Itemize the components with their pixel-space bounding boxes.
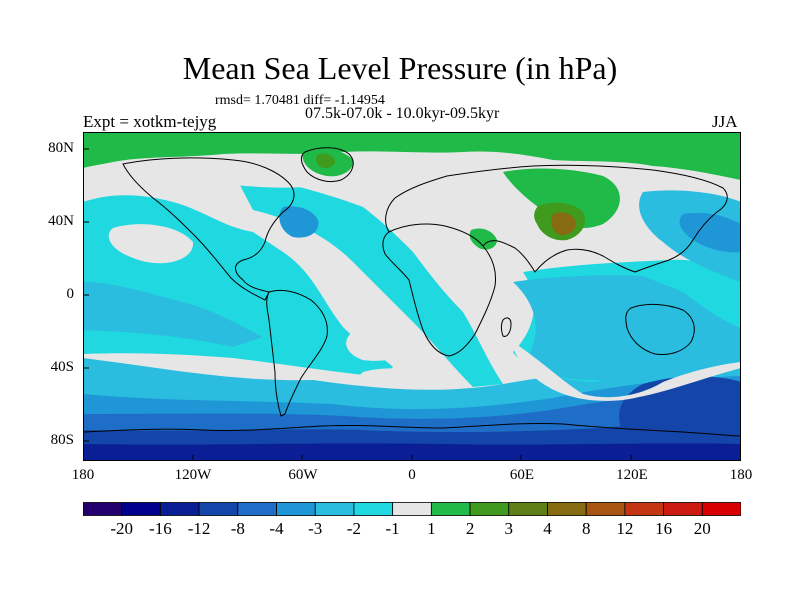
lon-label-60w: 60W — [288, 467, 318, 483]
lon-label-180e: 180 — [729, 467, 753, 483]
pressure-anomaly-map — [83, 132, 741, 461]
region-neutral-east-pacific — [108, 224, 194, 264]
colorbar-label: -12 — [187, 519, 211, 538]
lon-label-120w: 120W — [174, 467, 212, 483]
coast-madagascar — [501, 317, 512, 337]
lat-label-40s: 40S — [50, 359, 74, 375]
region-plus-1-kamchatka — [678, 140, 741, 180]
colorbar — [83, 502, 741, 516]
map-title: Mean Sea Level Pressure (in hPa) — [182, 50, 618, 86]
colorbar-label: 16 — [655, 519, 673, 538]
lon-label-180w: 180 — [71, 467, 95, 483]
rmsd-diff-stats: rmsd= 1.70481 diff= -1.14954 — [215, 93, 385, 108]
colorbar-label: -3 — [308, 519, 323, 538]
coast-south-america — [266, 289, 328, 417]
colorbar-label: -4 — [269, 519, 284, 538]
lat-label-80s: 80S — [50, 432, 74, 448]
map-ticks — [83, 148, 632, 461]
colorbar-swatch — [624, 502, 664, 516]
coast-eurasia — [385, 164, 728, 273]
region-plus-1-arabia — [469, 228, 497, 250]
colorbar-label: 12 — [616, 519, 634, 538]
region-minus-12-antarctic — [83, 443, 741, 461]
region-plus-1-siberia — [503, 168, 620, 229]
colorbar-label: -2 — [346, 519, 361, 538]
region-plus-1-arctic — [83, 132, 741, 180]
lat-label-0: 0 — [66, 286, 75, 302]
lat-label-80n: 80N — [48, 140, 74, 156]
coast-north-america — [122, 157, 295, 301]
colorbar-label: 1 — [427, 519, 436, 538]
colorbar-swatch — [508, 502, 548, 516]
colorbar-swatch — [276, 502, 316, 516]
colorbar-swatch — [198, 502, 239, 516]
colorbar-swatch — [547, 502, 587, 516]
coast-greenland — [300, 147, 354, 183]
colorbar-label: -20 — [110, 519, 134, 538]
colorbar-label: 20 — [693, 519, 711, 538]
colorbar-label: 8 — [581, 519, 591, 538]
colorbar-swatch — [585, 502, 626, 516]
colorbar-swatch — [353, 502, 394, 516]
region-minus-3-atlantic — [279, 206, 319, 238]
lat-label-40n: 40N — [48, 213, 74, 229]
colorbar-label: -8 — [230, 519, 245, 538]
colorbar-label: 4 — [543, 519, 552, 538]
colorbar-swatch — [430, 502, 471, 516]
colorbar-label: -16 — [149, 519, 172, 538]
colorbar-swatch — [237, 502, 277, 516]
region-minus-3-north-pacific — [679, 212, 741, 253]
colorbar-label: 3 — [504, 519, 514, 538]
coast-africa — [382, 223, 496, 357]
region-plus-2-greenland — [316, 153, 335, 169]
region-plus-4-tibet — [551, 212, 577, 236]
colorbar-swatch — [121, 502, 161, 516]
region-neutral-south-pacific — [346, 323, 428, 361]
colorbar-swatch — [701, 502, 741, 516]
colorbar-swatch — [83, 502, 123, 516]
coast-australia — [625, 303, 695, 355]
colorbar-label: 2 — [465, 519, 475, 538]
colorbar-swatch — [160, 502, 200, 516]
lon-label-60e: 60E — [509, 467, 535, 483]
region-neutral-arctic-gap — [169, 155, 317, 188]
region-minus-2-pacific — [83, 282, 263, 347]
experiment-label: Expt = xotkm-tejyg — [83, 112, 217, 131]
colorbar-swatch — [314, 502, 355, 516]
colorbar-swatch — [663, 502, 703, 516]
lon-label-120e: 120E — [616, 467, 648, 483]
period-label: 07.5k-07.0k - 10.0kyr-09.5kyr — [305, 105, 500, 122]
region-neutral-south-atlantic — [360, 368, 433, 388]
coast-antarctica — [83, 422, 741, 437]
season-label: JJA — [712, 112, 738, 131]
region-neutral-south-indian — [513, 342, 741, 401]
lon-label-0: 0 — [408, 467, 416, 483]
colorbar-swatch — [392, 502, 432, 516]
colorbar-swatch — [469, 502, 510, 516]
coastlines — [83, 147, 741, 437]
colorbar-label: -1 — [385, 519, 400, 538]
